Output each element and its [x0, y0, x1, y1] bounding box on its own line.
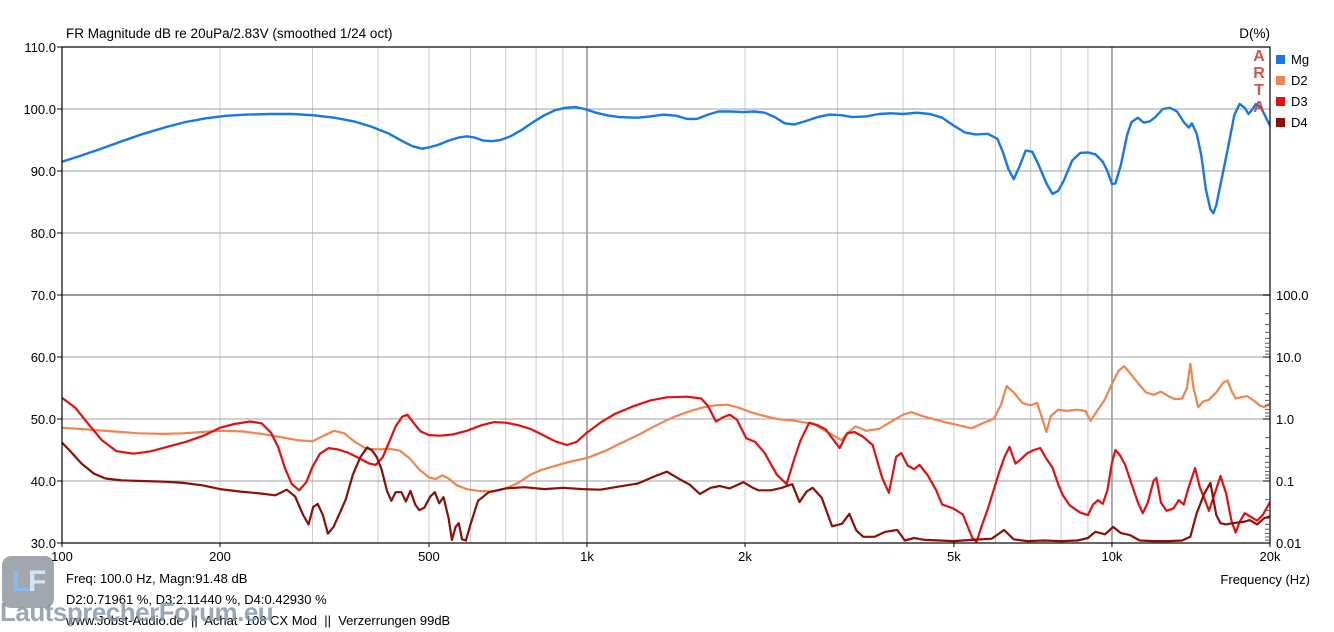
- x-axis-tick-label: 10k: [1101, 549, 1123, 564]
- status-cursor-readout: Freq: 100.0 Hz, Magn:91.48 dB: [66, 571, 248, 586]
- right-axis-tick-label: 0.01: [1276, 536, 1302, 551]
- d2-color-swatch: [1276, 76, 1285, 85]
- d4-color-swatch: [1276, 118, 1285, 127]
- left-axis-tick-label: 50.0: [30, 412, 56, 427]
- right-axis-title: D(%): [1239, 26, 1270, 41]
- arta-letter: A: [1253, 48, 1265, 65]
- x-axis-tick-label: 1k: [580, 549, 594, 564]
- mg-color-swatch: [1276, 55, 1285, 64]
- right-axis-tick-label: 100.0: [1276, 288, 1309, 303]
- left-axis-tick-label: 80.0: [30, 226, 56, 241]
- legend: Mg D2 D3 D4: [1276, 49, 1309, 133]
- x-axis-tick-label: 500: [418, 549, 440, 564]
- x-axis-tick-label: 200: [209, 549, 231, 564]
- x-axis-title: Frequency (Hz): [1220, 572, 1310, 587]
- legend-label: D3: [1291, 94, 1308, 109]
- d3-color-swatch: [1276, 97, 1285, 106]
- legend-label: D4: [1291, 115, 1308, 130]
- chart-title: FR Magnitude dB re 20uPa/2.83V (smoothed…: [66, 26, 393, 41]
- axes: [57, 46, 1271, 547]
- left-axis-tick-label: 30.0: [30, 536, 56, 551]
- series-d3: [62, 395, 1270, 543]
- right-axis-tick-label: 0.1: [1276, 474, 1295, 489]
- arta-letter: R: [1253, 65, 1265, 82]
- legend-item-d3: D3: [1276, 91, 1309, 112]
- left-axis-tick-label: 90.0: [30, 164, 56, 179]
- left-axis-tick-label: 70.0: [30, 288, 56, 303]
- arta-watermark: A R T A: [1250, 48, 1268, 116]
- left-axis-tick-label: 110.0: [24, 40, 56, 55]
- gridlines: [62, 47, 1271, 543]
- lautsprecherforum-logo: L F: [2, 556, 54, 608]
- arta-letter: A: [1253, 99, 1265, 116]
- left-axis-tick-label: 100.0: [23, 102, 56, 117]
- legend-item-mg: Mg: [1276, 49, 1309, 70]
- x-axis-tick-label: 2k: [738, 549, 752, 564]
- x-axis-tick-label: 20k: [1259, 549, 1281, 564]
- arta-letter: T: [1254, 82, 1264, 99]
- series-mg: [62, 102, 1270, 215]
- logo-letter-l: L: [11, 565, 30, 598]
- status-distortion-readout: D2:0.71961 %, D3:2.11440 %, D4:0.42930 %: [66, 592, 327, 607]
- x-axis-tick-label: 5k: [947, 549, 961, 564]
- left-axis-tick-label: 60.0: [30, 350, 56, 365]
- x-axis-tick-label: 100: [51, 549, 73, 564]
- curves: [62, 102, 1270, 543]
- series-d4: [62, 441, 1270, 543]
- legend-item-d4: D4: [1276, 112, 1309, 133]
- logo-letter-f: F: [28, 565, 46, 598]
- left-axis-tick-label: 40.0: [30, 474, 56, 489]
- status-annotation: www.Jobst-Audio.de || Achat 108 CX Mod |…: [66, 613, 451, 628]
- legend-item-d2: D2: [1276, 70, 1309, 91]
- legend-label: Mg: [1291, 52, 1310, 67]
- lautsprecherforum-watermark: LautsprecherForum.eu: [0, 597, 274, 627]
- legend-label: D2: [1291, 73, 1308, 88]
- right-axis-tick-label: 10.0: [1276, 350, 1302, 365]
- right-axis-tick-label: 1.0: [1276, 412, 1295, 427]
